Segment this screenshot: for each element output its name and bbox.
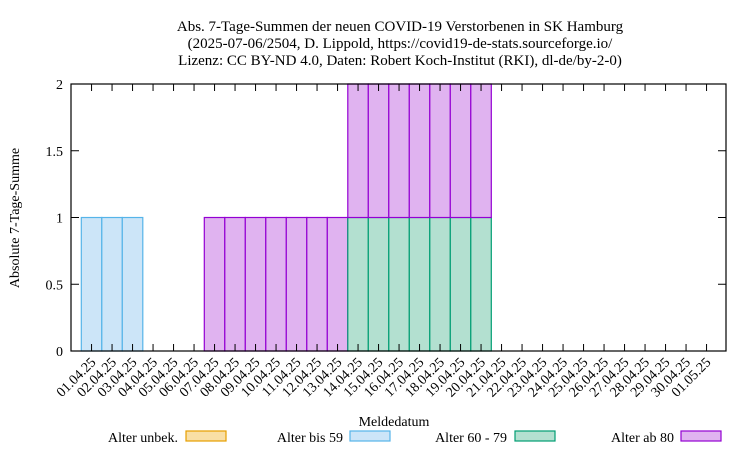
legend-swatch	[185, 430, 227, 442]
legend-label: Alter 60 - 79	[435, 431, 507, 446]
y-tick-label: 1.5	[46, 145, 64, 160]
y-axis-label: Absolute 7-Tage-Summe	[8, 148, 23, 288]
bar-12.04.25-series-3	[306, 216, 328, 352]
bar-03.04.25-series-1	[121, 216, 144, 352]
bar-14.04.25-series-3	[347, 83, 369, 219]
bar-08.04.25-series-3	[224, 216, 246, 352]
legend-label: Alter bis 59	[277, 431, 343, 446]
bar-11.04.25-series-3	[285, 216, 308, 352]
bar-09.04.25-series-3	[244, 216, 267, 352]
legend-swatch	[680, 430, 722, 442]
bars	[80, 83, 492, 352]
chart-title: Abs. 7-Tage-Summen der neuen COVID-19 Ve…	[177, 19, 624, 69]
bar-17.04.25-series-3	[408, 83, 431, 219]
bar-15.04.25-series-2	[367, 216, 390, 352]
y-tick-label: 2	[56, 78, 63, 93]
bar-16.04.25-series-2	[388, 216, 410, 352]
y-axis: 0 0.5 1 1.5 2	[46, 78, 726, 360]
bar-17.04.25-series-2	[408, 216, 431, 352]
legend: Alter unbek. Alter bis 59 Alter 60 - 79 Alt…	[108, 430, 722, 446]
bar-13.04.25-series-3	[326, 216, 349, 352]
legend-label: Alter ab 80	[611, 431, 674, 446]
chart-title-line-2: (2025-07-06/2504, D. Lippold, https://co…	[188, 36, 613, 52]
bar-19.04.25-series-3	[449, 83, 472, 219]
bar-01.04.25-series-1	[80, 216, 103, 352]
bar-20.04.25-series-2	[470, 216, 492, 352]
bar-16.04.25-series-3	[388, 83, 410, 219]
bar-10.04.25-series-3	[265, 216, 287, 352]
legend-label: Alter unbek.	[108, 431, 178, 446]
x-axis-label: Meldedatum	[359, 415, 430, 430]
bar-02.04.25-series-1	[101, 216, 123, 352]
bar-15.04.25-series-3	[367, 83, 390, 219]
bar-18.04.25-series-3	[429, 83, 451, 219]
chart-title-line-3: Lizenz: CC BY-ND 4.0, Daten: Robert Koch…	[178, 53, 622, 69]
y-tick-label: 0	[56, 345, 63, 360]
chart-title-line-1: Abs. 7-Tage-Summen der neuen COVID-19 Ve…	[177, 19, 624, 35]
bar-20.04.25-series-3	[470, 83, 492, 219]
legend-swatch	[349, 430, 391, 442]
legend-swatch	[514, 430, 556, 442]
bar-19.04.25-series-2	[449, 216, 472, 352]
y-tick-label: 1	[56, 212, 63, 227]
bar-14.04.25-series-2	[347, 216, 369, 352]
y-tick-label: 0.5	[46, 278, 64, 293]
bar-18.04.25-series-2	[429, 216, 451, 352]
bar-07.04.25-series-3	[203, 216, 226, 352]
